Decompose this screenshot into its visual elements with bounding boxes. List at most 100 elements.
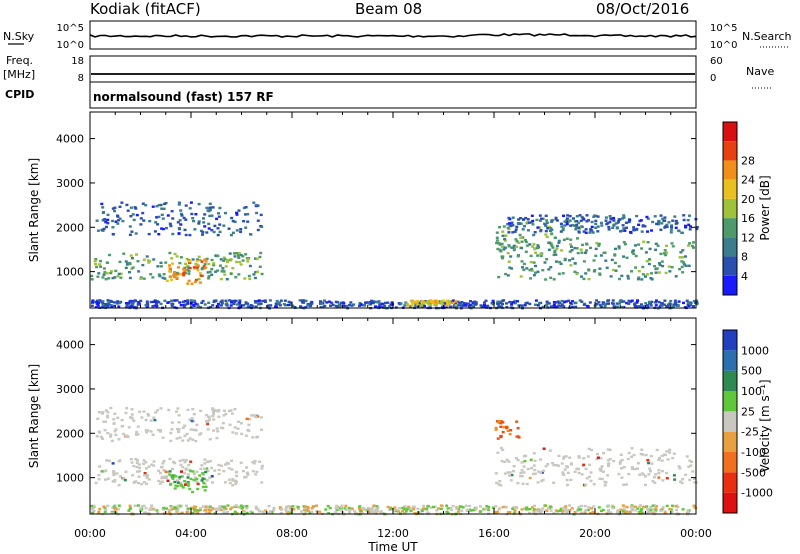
power-cell — [665, 225, 669, 229]
colorbar-swatch — [723, 179, 737, 199]
vel-cell — [205, 414, 209, 417]
vel-cell — [627, 451, 631, 455]
vel-cell — [212, 408, 216, 412]
power-cell — [410, 304, 414, 307]
vel-cell — [184, 468, 188, 471]
vel-cell — [217, 508, 221, 511]
power-cell — [504, 272, 508, 276]
power-cell — [573, 270, 577, 273]
power-cell — [235, 211, 239, 215]
power-cell — [319, 300, 322, 303]
vel-cell — [350, 507, 354, 511]
power-cell — [551, 246, 555, 249]
vel-cell — [208, 418, 211, 421]
power-cell — [116, 275, 120, 278]
power-cell — [113, 209, 117, 213]
vel-cell — [116, 416, 120, 419]
power-cell — [124, 302, 128, 305]
power-cell — [622, 255, 626, 258]
vel-cell — [152, 416, 156, 419]
vel-cell — [106, 431, 110, 435]
colorbar-tick-label: 28 — [741, 154, 755, 167]
power-cell — [687, 244, 690, 247]
vel-cell — [457, 507, 461, 511]
power-cell — [215, 217, 219, 221]
vel-cell — [586, 508, 590, 512]
y-tick-label: 3000 — [56, 177, 84, 190]
power-cell — [646, 230, 649, 233]
vel-cell — [326, 504, 330, 508]
power-cell — [505, 306, 509, 309]
power-cell — [228, 299, 232, 302]
power-cell — [98, 263, 102, 266]
power-cell — [216, 227, 220, 230]
vel-cell — [552, 481, 556, 484]
vel-cell — [420, 509, 424, 512]
power-cell — [613, 254, 617, 257]
power-cell — [96, 302, 99, 306]
power-cell — [491, 299, 495, 303]
vel-cell — [111, 480, 115, 483]
power-cell — [291, 304, 295, 307]
power-cell — [101, 303, 105, 307]
power-cell — [197, 220, 201, 223]
vel-cell — [496, 451, 500, 454]
vel-cell — [616, 510, 619, 514]
vel-cell — [611, 506, 615, 510]
power-cell — [498, 226, 502, 229]
power-cell — [510, 303, 514, 306]
vel-cell — [363, 508, 367, 511]
vel-cell — [599, 467, 603, 470]
vel-cell — [592, 505, 596, 508]
power-cell — [224, 211, 227, 215]
power-cell — [575, 223, 579, 227]
power-cell — [510, 267, 514, 270]
power-cell — [617, 245, 621, 248]
power-cell — [603, 305, 607, 308]
vel-cell — [136, 504, 140, 507]
power-cell — [107, 302, 111, 305]
power-cell — [612, 219, 616, 222]
velocity-colorbar-label: Velocity [m s⁻¹] — [758, 379, 772, 472]
vel-cell — [188, 418, 192, 421]
vel-cell — [258, 510, 261, 513]
power-cell — [579, 219, 583, 223]
beam-title: Beam 08 — [355, 0, 423, 18]
power-cell — [634, 244, 637, 247]
vel-cell — [181, 439, 185, 442]
power-cell — [244, 302, 248, 305]
power-cell — [102, 267, 106, 270]
power-cell — [626, 277, 630, 280]
power-cell — [557, 272, 561, 275]
vel-cell — [304, 509, 308, 512]
power-cell — [441, 303, 445, 307]
vel-cell — [446, 507, 450, 510]
vel-cell — [211, 407, 214, 410]
vel-cell — [159, 471, 162, 475]
power-cell — [571, 257, 575, 260]
vel-cell — [132, 419, 136, 422]
vel-cell — [178, 477, 182, 481]
vel-cell — [668, 448, 672, 452]
power-cell — [590, 229, 594, 232]
power-cell — [161, 276, 165, 280]
date-title: 08/Oct/2016 — [596, 0, 690, 18]
vel-cell — [409, 509, 413, 513]
vel-cell — [516, 459, 520, 462]
power-cell — [561, 272, 565, 275]
vel-cell — [203, 467, 207, 470]
vel-cell — [292, 508, 296, 511]
power-cell — [605, 266, 609, 269]
vel-cell — [564, 507, 568, 511]
vel-cell — [91, 511, 94, 515]
vel-cell — [497, 420, 501, 423]
power-cell — [577, 230, 581, 233]
vel-cell — [666, 458, 670, 461]
power-cell — [684, 224, 687, 228]
vel-cell — [180, 511, 184, 515]
vel-cell — [678, 467, 682, 470]
vel-cell — [227, 478, 231, 481]
power-cell — [155, 205, 159, 208]
power-cell — [454, 300, 458, 303]
